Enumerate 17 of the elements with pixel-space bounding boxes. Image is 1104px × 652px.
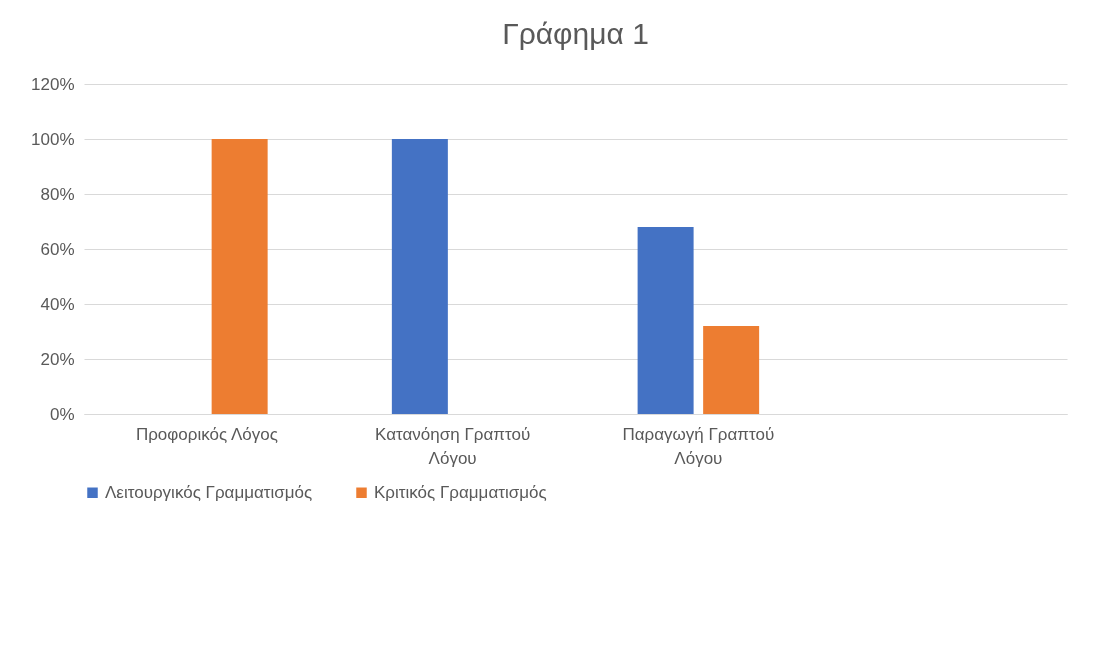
bar <box>391 139 448 414</box>
y-tick-label: 100% <box>31 129 75 149</box>
y-tick-label: 80% <box>40 184 75 204</box>
y-tick-label: 0% <box>49 404 75 424</box>
bar <box>637 227 694 414</box>
y-tick-label: 20% <box>40 349 75 369</box>
bar <box>703 326 760 414</box>
x-tick-label: Προφορικός Λόγος <box>135 424 278 444</box>
legend-label: Λειτουργικός Γραμματισμός <box>105 482 313 502</box>
x-tick-label: Κατανόηση Γραπτού Λόγου <box>375 424 531 468</box>
bar <box>211 139 268 414</box>
y-tick-label: 120% <box>31 74 75 94</box>
y-tick-label: 40% <box>40 294 75 314</box>
y-tick-label: 60% <box>40 239 75 259</box>
chart-title: Γράφημα 1 <box>502 17 649 50</box>
x-tick-label: Παραγωγή Γραπτού Λόγου <box>622 424 775 468</box>
legend-label: Κριτικός Γραμματισμός <box>374 482 547 502</box>
